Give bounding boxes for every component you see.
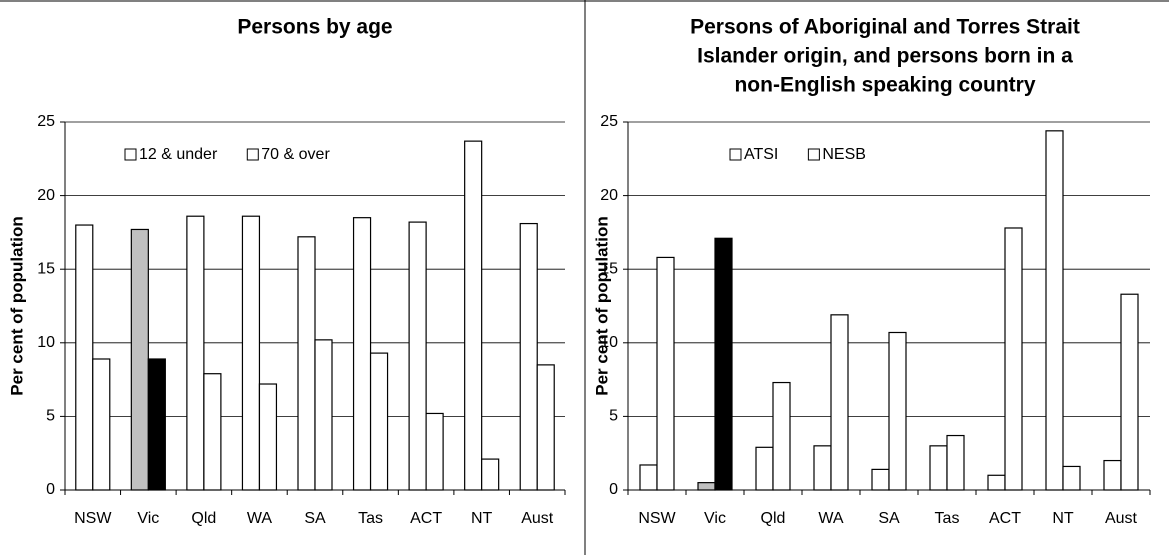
bar (297, 236, 316, 491)
x-tick-label: SA (878, 510, 900, 527)
x-tick-label: NT (1052, 510, 1074, 527)
bar (929, 445, 948, 491)
bar (772, 381, 791, 491)
x-tick-label: NSW (638, 510, 676, 527)
legend-swatch (807, 148, 820, 161)
bar (1103, 459, 1122, 491)
y-tick-label: 10 (37, 334, 55, 351)
bar (1062, 465, 1081, 491)
x-tick-label: SA (304, 510, 326, 527)
bar (536, 364, 555, 491)
x-tick-label: NSW (74, 510, 112, 527)
bar (352, 217, 372, 491)
bar (1120, 293, 1139, 491)
x-tick-label: Tas (935, 510, 960, 527)
y-tick-label: 15 (600, 260, 618, 277)
x-tick-label: ACT (989, 510, 1021, 527)
chart-title: non-English speaking country (734, 74, 1035, 97)
x-tick-label: Vic (704, 510, 726, 527)
bar (241, 215, 261, 491)
legend-label: ATSI (744, 146, 778, 163)
bar (481, 458, 500, 491)
chart-title: Persons by age (237, 16, 392, 39)
x-tick-label: Vic (137, 510, 159, 527)
bar (1004, 227, 1023, 491)
bar (813, 445, 832, 491)
legend-label: NESB (822, 146, 866, 163)
bar (755, 446, 774, 491)
bar (639, 464, 658, 491)
bar (697, 482, 716, 491)
y-tick-label: 20 (600, 187, 618, 204)
bar (92, 358, 111, 491)
bar (203, 373, 222, 491)
y-axis-label: Per cent of population (592, 216, 611, 395)
bar (314, 339, 333, 491)
bar (408, 221, 427, 491)
y-tick-label: 0 (46, 481, 55, 498)
bar (186, 215, 205, 491)
bar (519, 222, 538, 491)
bar (871, 468, 890, 491)
chart-title: Persons of Aboriginal and Torres Strait (690, 16, 1080, 39)
bar (464, 140, 483, 491)
bar (130, 228, 149, 491)
y-axis-label: Per cent of population (7, 216, 26, 395)
bar (425, 412, 444, 491)
legend-swatch (124, 148, 137, 161)
legend-label: 70 & over (261, 146, 330, 163)
bar (75, 224, 94, 491)
x-tick-label: WA (247, 510, 273, 527)
bar (369, 352, 389, 491)
bar (888, 331, 907, 491)
y-tick-label: 20 (37, 187, 55, 204)
y-tick-label: 25 (600, 113, 618, 130)
bar (1045, 130, 1064, 491)
y-tick-label: 15 (37, 260, 55, 277)
legend-swatch (729, 148, 742, 161)
bar (946, 434, 965, 491)
y-tick-label: 0 (609, 481, 618, 498)
bar (714, 237, 733, 491)
bar (147, 358, 166, 491)
bar (656, 256, 675, 491)
x-tick-label: Qld (761, 510, 786, 527)
x-tick-label: WA (818, 510, 844, 527)
y-tick-label: 10 (600, 334, 618, 351)
y-tick-label: 25 (37, 113, 55, 130)
bar (830, 314, 849, 491)
legend-label: 12 & under (139, 146, 218, 163)
x-tick-label: Qld (191, 510, 216, 527)
x-tick-label: Tas (358, 510, 383, 527)
x-tick-label: Aust (521, 510, 554, 527)
x-tick-label: ACT (410, 510, 442, 527)
chart-title: Islander origin, and persons born in a (697, 45, 1073, 68)
y-tick-label: 5 (46, 408, 55, 425)
bar (987, 474, 1006, 491)
x-tick-label: Aust (1105, 510, 1138, 527)
x-tick-label: NT (471, 510, 493, 527)
y-tick-label: 5 (609, 408, 618, 425)
legend-swatch (246, 148, 259, 161)
bar (258, 383, 278, 491)
